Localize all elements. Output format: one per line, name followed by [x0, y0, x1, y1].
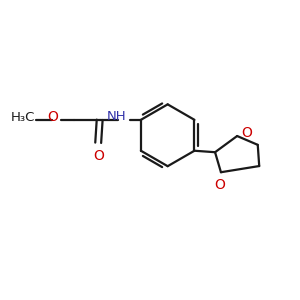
Text: O: O: [242, 126, 252, 140]
Text: O: O: [47, 110, 58, 124]
Text: O: O: [93, 149, 104, 163]
Text: O: O: [214, 178, 225, 192]
Text: NH: NH: [106, 110, 126, 123]
Text: H₃C: H₃C: [11, 111, 35, 124]
